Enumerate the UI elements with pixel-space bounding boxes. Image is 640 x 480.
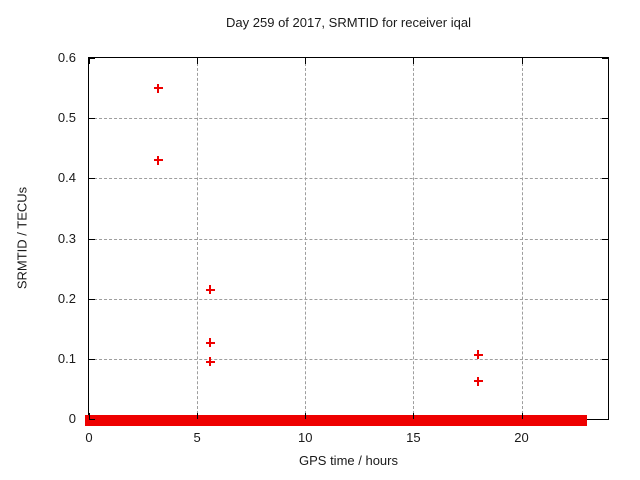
x-tick-label: 5 [193,430,201,445]
y-tick-mark [602,58,608,59]
y-tick-mark [602,238,608,240]
data-point-marker [205,338,215,348]
horizontal-gridline [89,238,608,240]
x-tick-label: 20 [514,430,529,445]
y-tick-mark [602,419,608,420]
x-tick-mark [197,58,199,64]
plot-area [85,57,609,426]
y-tick-mark [602,178,608,180]
zero-value-point-band [85,415,588,426]
vertical-gridline [305,58,307,419]
y-tick-mark [602,118,608,120]
y-tick-mark [89,419,95,420]
chart-title: Day 259 of 2017, SRMTID for receiver iqa… [226,15,471,30]
data-point-marker [473,376,483,386]
y-tick-label: 0.5 [57,110,76,126]
y-tick-label: 0.6 [57,50,76,65]
data-point-marker [153,155,163,165]
y-tick-label: 0.2 [57,290,76,306]
vertical-gridline [413,58,415,419]
horizontal-gridline [89,178,608,180]
x-tick-mark [305,58,307,64]
horizontal-gridline [89,298,608,300]
data-point-marker [205,285,215,295]
y-tick-mark [89,178,95,180]
x-axis-label: GPS time / hours [299,453,398,468]
x-tick-mark [413,413,415,419]
y-tick-label: 0.1 [57,350,76,366]
y-tick-mark [602,298,608,300]
y-tick-mark [89,238,95,240]
x-tick-mark [413,58,415,64]
y-tick-mark [89,298,95,300]
horizontal-gridline [89,358,608,360]
y-tick-mark [89,58,95,59]
y-tick-mark [602,358,608,360]
data-point-marker [473,350,483,360]
data-point-marker [153,83,163,93]
x-tick-label: 15 [406,430,421,445]
x-tick-mark [521,58,523,64]
y-tick-mark [89,358,95,360]
y-tick-label: 0.3 [57,230,76,246]
x-tick-label: 0 [85,430,93,445]
x-tick-label: 10 [298,430,313,445]
data-point-marker [205,357,215,367]
x-tick-mark [89,413,90,419]
horizontal-gridline [89,118,608,120]
y-tick-mark [89,118,95,120]
x-tick-mark [305,413,307,419]
y-tick-label: 0.4 [57,170,76,186]
x-tick-mark [197,413,199,419]
x-tick-mark [521,413,523,419]
x-tick-mark [89,58,90,64]
vertical-gridline [521,58,523,419]
y-tick-label: 0 [68,411,76,426]
vertical-gridline [197,58,199,419]
